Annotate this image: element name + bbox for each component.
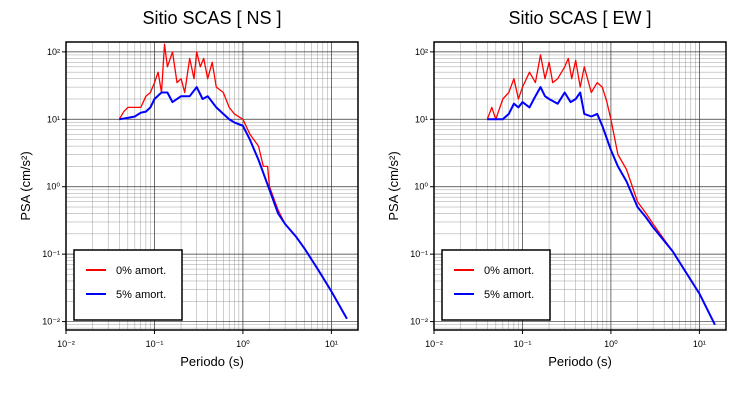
- legend-box: [441, 249, 551, 321]
- legend-label: 0% amort.: [484, 265, 534, 277]
- x-tick-label: 10⁻²: [57, 339, 75, 349]
- x-tick-label: 10⁰: [604, 339, 618, 349]
- x-tick-label: 10⁻¹: [514, 339, 532, 349]
- legend-label: 0% amort.: [116, 265, 166, 277]
- x-axis-label: Periodo (s): [180, 354, 244, 369]
- legend-label: 5% amort.: [484, 289, 534, 301]
- chart-title: Sitio SCAS [ EW ]: [508, 8, 651, 28]
- panel: Sitio SCAS [ EW ] Periodo (s) PSA (cm/s²) 1…: [386, 8, 727, 369]
- x-tick-label: 10¹: [693, 339, 706, 349]
- y-tick-label: 10²: [415, 47, 428, 57]
- y-tick-label: 10²: [47, 47, 60, 57]
- series-line: [487, 86, 716, 326]
- x-tick-label: 10⁰: [236, 339, 250, 349]
- legend-label: 5% amort.: [116, 289, 166, 301]
- series-line: [118, 43, 348, 320]
- y-tick-label: 10⁻²: [42, 317, 60, 327]
- y-axis-label: PSA (cm/s²): [18, 151, 33, 220]
- y-tick-label: 10⁻¹: [42, 249, 60, 259]
- y-tick-label: 10⁻¹: [410, 249, 428, 259]
- legend-box: [73, 249, 183, 321]
- x-axis-label: Periodo (s): [548, 354, 612, 369]
- plot-frame: [433, 41, 727, 331]
- y-tick-label: 10¹: [47, 114, 60, 124]
- x-tick-label: 10¹: [325, 339, 338, 349]
- series-line: [486, 54, 716, 325]
- y-tick-label: 10⁻²: [410, 317, 428, 327]
- y-tick-label: 10⁰: [414, 182, 428, 192]
- x-tick-label: 10⁻²: [425, 339, 443, 349]
- y-axis-label: PSA (cm/s²): [386, 151, 401, 220]
- chart-title: Sitio SCAS [ NS ]: [142, 8, 281, 28]
- plot-frame: [65, 41, 359, 331]
- y-tick-label: 10⁰: [46, 182, 60, 192]
- x-tick-label: 10⁻¹: [146, 339, 164, 349]
- y-tick-label: 10¹: [415, 114, 428, 124]
- panel: Sitio SCAS [ NS ] Periodo (s) PSA (cm/s²) 1…: [18, 8, 359, 369]
- series-line: [119, 86, 348, 320]
